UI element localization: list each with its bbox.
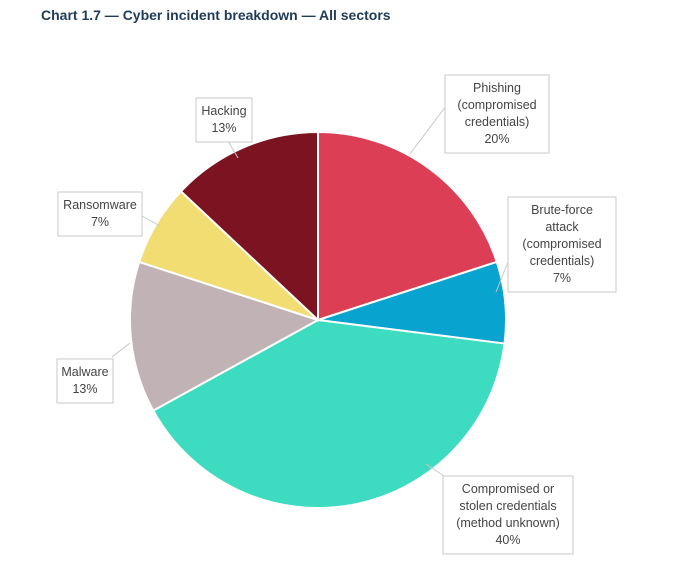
leader-line bbox=[495, 261, 509, 293]
slice-name-label: stolen credentials bbox=[459, 499, 556, 513]
slice-name-label: Malware bbox=[61, 365, 108, 379]
slice-name-label: Ransomware bbox=[63, 198, 137, 212]
slice-name-label: Compromised or bbox=[462, 482, 554, 496]
label-box bbox=[507, 196, 617, 293]
leader-line bbox=[409, 105, 447, 155]
slice-name-label: credentials) bbox=[530, 254, 595, 268]
slice-labels: Phishing (compromised credentials) 20% Brute… bbox=[56, 74, 617, 555]
label-box bbox=[442, 475, 574, 555]
slice-name-label: credentials) bbox=[465, 115, 530, 129]
pie-slice-compromised-or-stolen-credentials-method-unknown bbox=[151, 318, 506, 510]
slice-label: Malware 13% bbox=[61, 365, 108, 396]
pie-slice-malware bbox=[129, 260, 321, 412]
slice-value-label: 13% bbox=[72, 382, 97, 396]
slice-label: Hacking 13% bbox=[201, 104, 246, 135]
slice-label: Ransomware 7% bbox=[63, 198, 137, 229]
slice-value-label: 13% bbox=[211, 121, 236, 135]
slice-value-label: 20% bbox=[484, 132, 509, 146]
leader-line bbox=[141, 215, 161, 227]
label-box bbox=[444, 74, 550, 154]
label-box bbox=[57, 191, 143, 237]
slice-label: Phishing (compromised credentials) 20% bbox=[457, 81, 536, 146]
chart-title: Chart 1.7 — Cyber incident breakdown — A… bbox=[41, 7, 391, 23]
pie-slices bbox=[129, 130, 507, 510]
slice-name-label: (compromised bbox=[457, 98, 536, 112]
slice-name-label: (method unknown) bbox=[456, 516, 560, 530]
slice-name-label: Phishing bbox=[473, 81, 521, 95]
slice-label: Brute-force attack (compromised credentials… bbox=[522, 203, 601, 285]
slice-value-label: 7% bbox=[553, 271, 571, 285]
slice-name-label: attack bbox=[545, 220, 579, 234]
slice-name-label: (compromised bbox=[522, 237, 601, 251]
slice-label: Compromised or stolen credentials (method … bbox=[456, 482, 560, 547]
slice-value-label: 7% bbox=[91, 215, 109, 229]
leader-line bbox=[111, 342, 131, 358]
slice-value-label: 40% bbox=[495, 533, 520, 547]
label-box bbox=[56, 358, 114, 404]
pie-slice-hacking bbox=[179, 130, 319, 323]
pie-slice-phishing-compromised-credentials bbox=[317, 130, 499, 322]
label-box bbox=[195, 97, 253, 143]
leader-line bbox=[425, 463, 445, 477]
slice-name-label: Hacking bbox=[201, 104, 246, 118]
slice-name-label: Brute-force bbox=[531, 203, 593, 217]
